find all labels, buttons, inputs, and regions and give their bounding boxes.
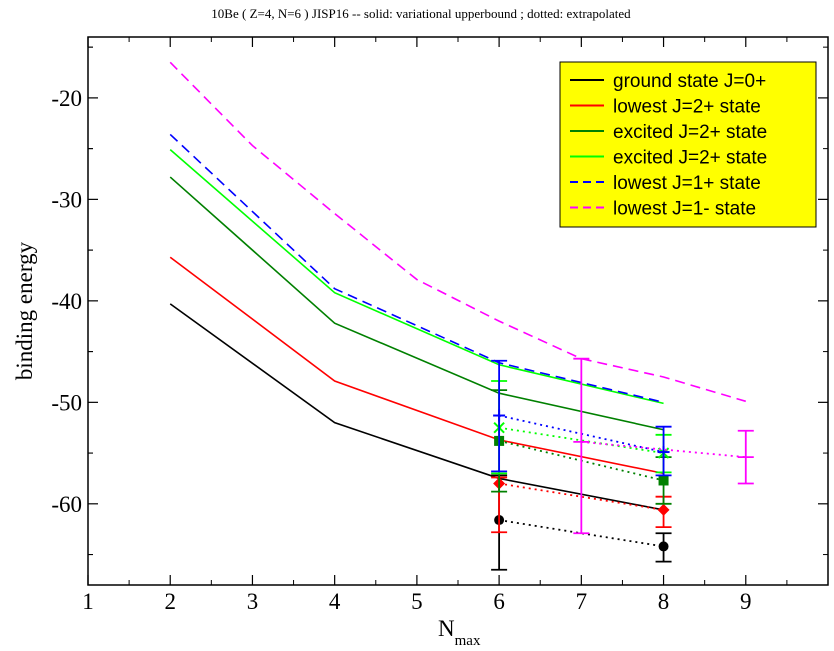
extrapolated-line-3: [498, 426, 664, 454]
x-axis-label-sub: max: [455, 633, 481, 649]
x-axis-label: Nmax: [438, 616, 481, 649]
y-tick-label: -40: [51, 289, 82, 314]
y-axis-label: binding energy: [12, 241, 37, 380]
extrapolated-point: [657, 446, 670, 459]
x-tick-label: 9: [740, 589, 752, 614]
legend-label: lowest J=2+ state: [613, 97, 761, 118]
extrapolated-point: [657, 503, 670, 516]
chart-title: 10Be ( Z=4, N=6 ) JISP16 -- solid: varia…: [211, 6, 631, 21]
legend-label: lowest J=1+ state: [613, 173, 761, 194]
extrapolated-points: [491, 357, 754, 571]
legend-label: lowest J=1- state: [613, 199, 756, 220]
x-tick-label: 5: [411, 589, 423, 614]
x-axis-label-main: N: [438, 616, 455, 641]
extrapolated-point: [658, 475, 669, 486]
axis-ticks: 1 2 3 4 5 6 7 8 9 -60 -50 -40 -30 -20: [51, 37, 828, 614]
extrapolated-point: [493, 409, 506, 422]
x-tick-label: 2: [164, 589, 176, 614]
y-tick-label: -20: [51, 86, 82, 111]
x-tick-label: 3: [247, 589, 259, 614]
legend-label: excited J=2+ state: [613, 122, 767, 143]
x-tick-label: 1: [82, 589, 94, 614]
legend-label: excited J=2+ state: [613, 148, 767, 169]
legend-box: [559, 61, 817, 228]
legend-label: ground state J=0+: [613, 71, 766, 92]
y-tick-label: -60: [51, 492, 82, 517]
y-tick-label: -50: [51, 390, 82, 415]
x-tick-label: 4: [329, 589, 341, 614]
extrapolated-line-1: [498, 482, 664, 511]
series-line-4: [169, 133, 664, 404]
x-tick-label: 7: [576, 589, 588, 614]
extrapolated-point: [658, 541, 669, 552]
extrapolated-line-0: [498, 519, 664, 548]
x-tick-label: 8: [658, 589, 670, 614]
y-tick-label: -30: [51, 187, 82, 212]
x-tick-label: 6: [493, 589, 505, 614]
legend: ground state J=0+ lowest J=2+ state excite…: [559, 61, 817, 228]
series-line-5: [169, 61, 747, 403]
error-bar: [573, 357, 590, 535]
series-line-0: [169, 303, 664, 511]
